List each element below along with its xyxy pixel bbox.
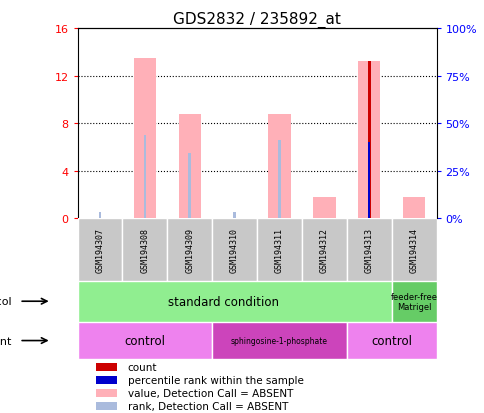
Bar (134, 59, 156, 219)
Bar (277, 140, 280, 219)
Text: count: count (128, 362, 157, 373)
Bar (268, 114, 290, 219)
Bar (95, 389, 117, 397)
Bar (167, 219, 212, 281)
Bar (346, 322, 436, 359)
Text: GSM194309: GSM194309 (185, 228, 194, 272)
Bar (233, 213, 236, 219)
Text: control: control (124, 334, 165, 347)
Text: agent: agent (0, 336, 12, 346)
Bar (95, 402, 117, 410)
Text: GSM194311: GSM194311 (274, 228, 284, 272)
Bar (346, 219, 391, 281)
Bar (77, 219, 122, 281)
Text: GSM194313: GSM194313 (364, 228, 373, 272)
Bar (367, 143, 369, 219)
Bar (391, 219, 436, 281)
Text: standard condition: standard condition (167, 295, 278, 308)
Bar (122, 219, 167, 281)
Text: GSM194310: GSM194310 (229, 228, 239, 272)
Bar (402, 197, 424, 219)
Text: control: control (370, 334, 411, 347)
Bar (77, 322, 212, 359)
Text: GSM194307: GSM194307 (95, 228, 105, 272)
Text: GSM194314: GSM194314 (408, 228, 418, 272)
Bar (257, 219, 301, 281)
Text: sphingosine-1-phosphate: sphingosine-1-phosphate (230, 336, 327, 345)
Text: value, Detection Call = ABSENT: value, Detection Call = ABSENT (128, 388, 293, 398)
Bar (357, 62, 379, 219)
Bar (95, 363, 117, 371)
Bar (212, 322, 346, 359)
Bar (212, 219, 257, 281)
Title: GDS2832 / 235892_at: GDS2832 / 235892_at (173, 12, 340, 28)
Bar (367, 62, 370, 219)
Bar (98, 213, 101, 219)
Bar (188, 154, 191, 219)
Bar (77, 281, 391, 322)
Bar (95, 377, 117, 384)
Bar (313, 197, 335, 219)
Bar (301, 219, 346, 281)
Text: growth protocol: growth protocol (0, 297, 12, 306)
Text: percentile rank within the sample: percentile rank within the sample (128, 375, 303, 385)
Bar (391, 281, 436, 322)
Bar (143, 136, 146, 219)
Text: GSM194308: GSM194308 (140, 228, 149, 272)
Text: GSM194312: GSM194312 (319, 228, 328, 272)
Text: feeder-free
Matrigel: feeder-free Matrigel (390, 292, 437, 311)
Bar (178, 114, 200, 219)
Text: rank, Detection Call = ABSENT: rank, Detection Call = ABSENT (128, 401, 287, 411)
